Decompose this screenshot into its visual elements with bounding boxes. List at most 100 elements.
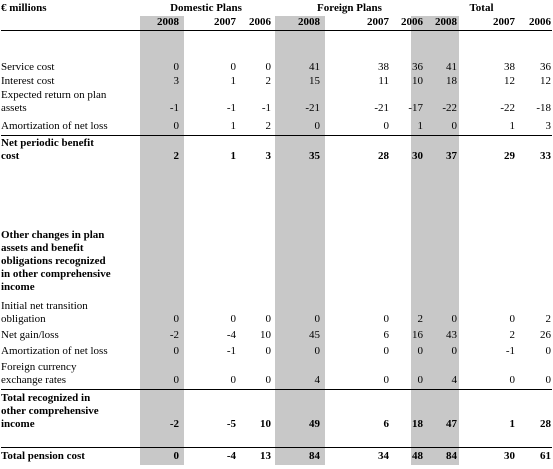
table-cell: 0	[451, 313, 458, 325]
year-header: 2007	[367, 16, 389, 28]
table-cell: 1	[230, 120, 237, 132]
table-cell: 2	[265, 120, 272, 132]
table-cell: -2	[169, 329, 179, 341]
row-label: Initial net transition	[1, 300, 88, 312]
shade-total-2008	[411, 16, 459, 465]
table-cell: 0	[417, 374, 424, 386]
row-label-total: Net periodic benefit	[1, 137, 94, 149]
table-cell: 36	[412, 61, 423, 73]
table-cell: 28	[378, 150, 389, 162]
row-label: Service cost	[1, 61, 55, 73]
table-cell: 48	[412, 450, 423, 462]
table-cell: -4	[226, 329, 236, 341]
table-cell: 0	[173, 120, 180, 132]
table-cell: 3	[545, 120, 552, 132]
table-cell: 0	[314, 313, 321, 325]
table-cell: -21	[305, 102, 320, 114]
table-cell: -2	[169, 418, 179, 430]
table-cell: 28	[540, 418, 551, 430]
table-cell: 1	[509, 120, 516, 132]
table-cell: 0	[230, 313, 237, 325]
table-cell: 11	[378, 75, 389, 87]
table-cell: 0	[265, 313, 272, 325]
section-heading: obligations recognized	[1, 255, 106, 267]
table-cell: 2	[417, 313, 424, 325]
table-cell: 1	[230, 150, 237, 162]
row-label-grand-total: Total pension cost	[1, 450, 85, 462]
table-cell: 0	[383, 313, 390, 325]
row-label: Net gain/loss	[1, 329, 59, 341]
row-label: Expected return on plan	[1, 89, 107, 101]
table-cell: 0	[509, 374, 516, 386]
table-cell: 33	[540, 150, 551, 162]
grand-total-rule	[1, 447, 552, 448]
table-cell: 1	[230, 75, 237, 87]
table-cell: -17	[408, 102, 423, 114]
table-cell: 18	[412, 418, 423, 430]
year-header: 2008	[298, 16, 320, 28]
row-label: Foreign currency	[1, 361, 77, 373]
table-cell: 38	[378, 61, 389, 73]
table-cell: 2	[545, 313, 552, 325]
table-cell: 0	[383, 120, 390, 132]
table-cell: 2	[509, 329, 516, 341]
row-label: exchange rates	[1, 374, 67, 386]
table-cell: 29	[504, 150, 515, 162]
table-cell: 0	[265, 374, 272, 386]
header-rule	[1, 30, 552, 31]
table-cell: 0	[173, 313, 180, 325]
year-header: 2008	[435, 16, 457, 28]
table-cell: 0	[173, 374, 180, 386]
table-cell: 4	[451, 374, 458, 386]
table-cell: -1	[169, 102, 179, 114]
table-cell: 37	[446, 150, 457, 162]
row-label: Amortization of net loss	[1, 120, 108, 132]
table-cell: 36	[540, 61, 551, 73]
table-cell: 0	[314, 120, 321, 132]
table-cell: 34	[378, 450, 389, 462]
table-cell: -1	[261, 102, 271, 114]
row-label-total: cost	[1, 150, 20, 162]
table-cell: 3	[265, 150, 272, 162]
table-cell: 2	[173, 150, 180, 162]
table-cell: 0	[451, 120, 458, 132]
table-cell: -1	[226, 102, 236, 114]
year-header: 2006	[249, 16, 271, 28]
table-cell: 3	[173, 75, 180, 87]
row-label-total: other comprehensive	[1, 405, 99, 417]
table-cell: 41	[309, 61, 320, 73]
group-header-foreign-plans: Foreign Plans	[317, 2, 382, 14]
table-cell: 61	[540, 450, 551, 462]
table-cell: -18	[536, 102, 551, 114]
table-cell: 0	[230, 61, 237, 73]
row-label-total: Total recognized in	[1, 392, 91, 404]
table-cell: 13	[260, 450, 271, 462]
table-cell: 10	[412, 75, 423, 87]
table-cell: 0	[383, 374, 390, 386]
table-cell: -22	[500, 102, 515, 114]
year-header: 2007	[214, 16, 236, 28]
table-cell: 30	[504, 450, 515, 462]
table-cell: 35	[309, 150, 320, 162]
year-header: 2006	[401, 16, 423, 28]
shade-foreign-2008	[275, 16, 325, 465]
table-cell: 43	[446, 329, 457, 341]
table-cell: 0	[545, 374, 552, 386]
table-cell: 0	[265, 61, 272, 73]
table-cell: -21	[374, 102, 389, 114]
section1-total-rule	[1, 135, 552, 136]
table-cell: 0	[173, 61, 180, 73]
row-label: Interest cost	[1, 75, 55, 87]
table-cell: 6	[383, 418, 390, 430]
row-label: obligation	[1, 313, 46, 325]
table-cell: 84	[309, 450, 320, 462]
group-header-domestic-plans: Domestic Plans	[170, 2, 242, 14]
table-cell: 12	[504, 75, 515, 87]
year-header: 2008	[157, 16, 179, 28]
table-cell: 30	[412, 150, 423, 162]
table-cell: -1	[226, 345, 236, 357]
section-heading: income	[1, 281, 35, 293]
section-heading: assets and benefit	[1, 242, 84, 254]
table-cell: -4	[226, 450, 236, 462]
